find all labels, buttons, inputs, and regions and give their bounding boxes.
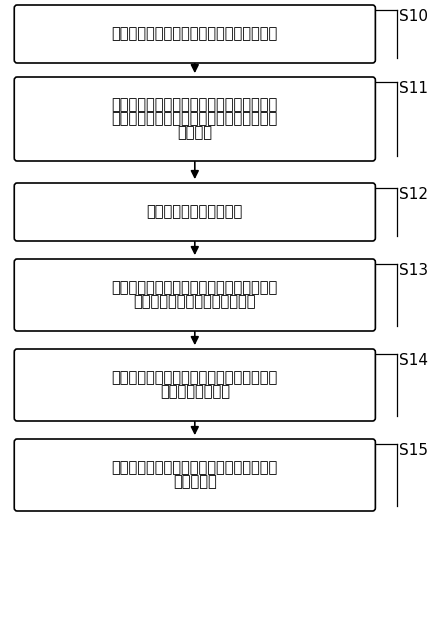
Text: S11: S11	[399, 81, 428, 96]
FancyBboxPatch shape	[14, 183, 375, 241]
Text: S10: S10	[399, 9, 428, 24]
FancyBboxPatch shape	[14, 77, 375, 161]
Text: 输出在被测电池上施加激励电流的触发信号: 输出在被测电池上施加激励电流的触发信号	[112, 26, 278, 41]
FancyBboxPatch shape	[14, 439, 375, 511]
Text: S14: S14	[399, 353, 428, 368]
Text: 将多种频率下的电池阻抗进行计算得到电池: 将多种频率下的电池阻抗进行计算得到电池	[112, 460, 278, 475]
Text: S12: S12	[399, 187, 428, 202]
Text: 型激励电流，得到模型预测电压: 型激励电流，得到模型预测电压	[134, 295, 256, 310]
Text: 电池模型: 电池模型	[177, 126, 212, 141]
Text: 频率下的电池阻抗: 频率下的电池阻抗	[160, 384, 230, 399]
FancyBboxPatch shape	[14, 5, 375, 63]
Text: S13: S13	[399, 263, 428, 278]
Text: S15: S15	[399, 443, 428, 458]
FancyBboxPatch shape	[14, 349, 375, 421]
Text: 交流阻抗谱: 交流阻抗谱	[173, 475, 217, 489]
Text: 和响应电压建立与被测电池运行参数对应的: 和响应电压建立与被测电池运行参数对应的	[112, 112, 278, 126]
FancyBboxPatch shape	[14, 259, 375, 331]
Text: 根据模型激励电流和模型预测电压计算对应: 根据模型激励电流和模型预测电压计算对应	[112, 371, 278, 386]
Text: 对电池模型进行参数辨识: 对电池模型进行参数辨识	[147, 205, 243, 220]
Text: 在电池模型中施加与激励电流频率一致的模: 在电池模型中施加与激励电流频率一致的模	[112, 281, 278, 296]
Text: 采集被测电池的响应电压，并依据激励电流: 采集被测电池的响应电压，并依据激励电流	[112, 97, 278, 112]
